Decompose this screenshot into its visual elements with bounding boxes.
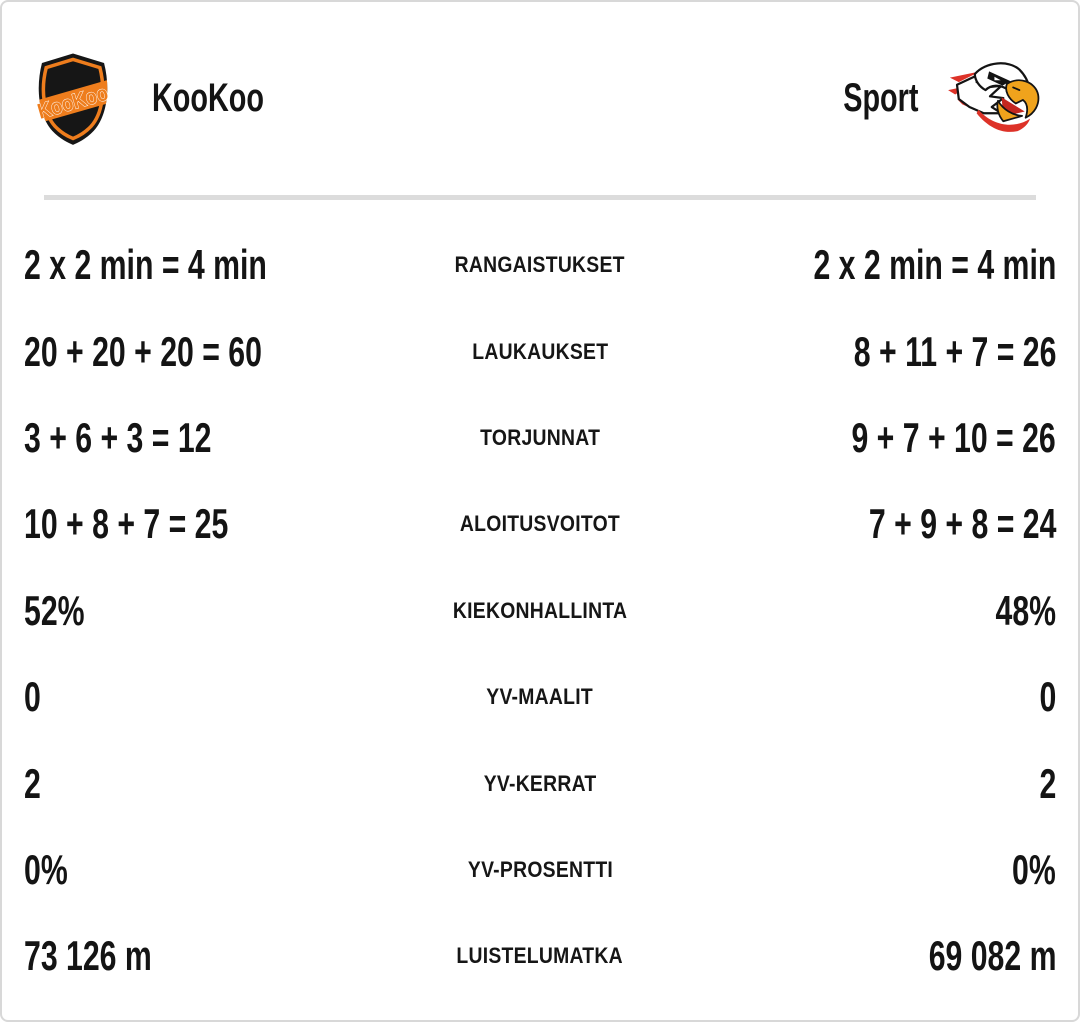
stat-row-shots: 20 + 20 + 20 = 60 LAUKAUKSET 8 + 11 + 7 …: [2, 308, 1078, 394]
stat-row-pp-percentage: 0% YV-PROSENTTI 0%: [2, 827, 1078, 913]
home-value: 3 + 6 + 3 = 12: [24, 413, 212, 461]
away-value: 0: [1039, 673, 1056, 721]
stat-row-pp-times: 2 YV-KERRAT 2: [2, 740, 1078, 826]
stat-row-penalties: 2 x 2 min = 4 min RANGAISTUKSET 2 x 2 mi…: [2, 222, 1078, 308]
stat-label: KIEKONHALLINTA: [452, 597, 628, 623]
stat-row-skating-distance: 73 126 m LUISTELUMATKA 69 082 m: [2, 913, 1078, 999]
home-value: 0%: [24, 845, 68, 893]
home-value: 20 + 20 + 20 = 60: [24, 327, 262, 375]
home-team-name: KooKoo: [152, 76, 264, 120]
stat-row-faceoff-wins: 10 + 8 + 7 = 25 ALOITUSVOITOT 7 + 9 + 8 …: [2, 481, 1078, 567]
home-value: 52%: [24, 586, 85, 634]
home-value: 10 + 8 + 7 = 25: [24, 500, 229, 548]
stat-label: RANGAISTUKSET: [454, 252, 626, 278]
header-divider: [44, 195, 1036, 200]
away-team: Sport: [814, 58, 1048, 140]
stat-label: YV-KERRAT: [483, 770, 597, 796]
home-value: 73 126 m: [24, 932, 152, 980]
stat-label: YV-MAALIT: [486, 684, 594, 710]
home-team: KooKoo KooKoo: [28, 49, 308, 148]
home-value: 0: [24, 673, 41, 721]
away-value: 69 082 m: [928, 932, 1056, 980]
away-value: 7 + 9 + 8 = 24: [868, 500, 1056, 548]
stat-label: LAUKAUKSET: [471, 338, 609, 364]
away-value: 2 x 2 min = 4 min: [813, 241, 1056, 289]
away-value: 0%: [1012, 845, 1056, 893]
away-value: 9 + 7 + 10 = 26: [851, 413, 1056, 461]
home-value: 2 x 2 min = 4 min: [24, 241, 267, 289]
home-value: 2: [24, 759, 41, 807]
kookoo-shield-logo: KooKoo: [34, 53, 111, 145]
stat-row-saves: 3 + 6 + 3 = 12 TORJUNNAT 9 + 7 + 10 = 26: [2, 395, 1078, 481]
stats-list: 2 x 2 min = 4 min RANGAISTUKSET 2 x 2 mi…: [2, 222, 1078, 1000]
stat-label: LUISTELUMATKA: [456, 943, 624, 969]
sport-eagle-logo: [948, 61, 1040, 132]
away-team-name: Sport: [842, 76, 918, 120]
stat-row-puck-possession: 52% KIEKONHALLINTA 48%: [2, 568, 1078, 654]
away-value: 2: [1039, 759, 1056, 807]
stat-label: TORJUNNAT: [480, 424, 600, 450]
away-value: 8 + 11 + 7 = 26: [853, 327, 1056, 375]
stat-label: YV-PROSENTTI: [467, 856, 613, 882]
stat-label: ALOITUSVOITOT: [459, 511, 621, 537]
away-value: 48%: [995, 586, 1056, 634]
stat-row-pp-goals: 0 YV-MAALIT 0: [2, 654, 1078, 740]
header: KooKoo KooKoo Sport: [2, 2, 1078, 195]
